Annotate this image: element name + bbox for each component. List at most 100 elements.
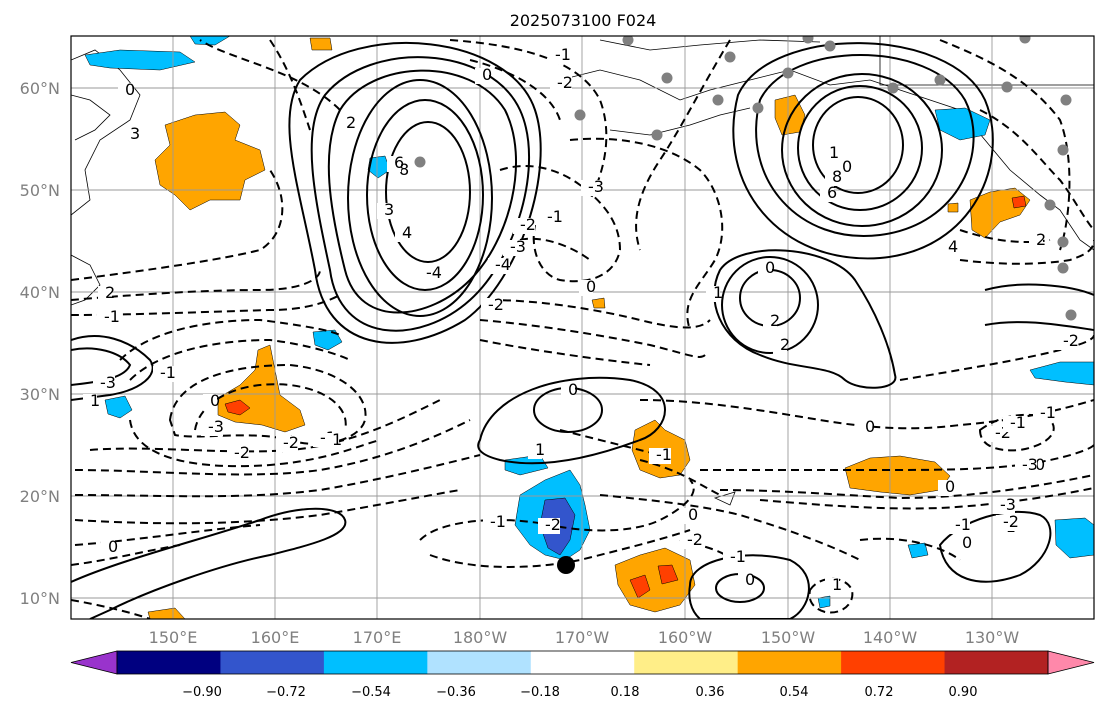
contour-label: 3 <box>130 124 140 143</box>
lon-label: 150°E <box>149 628 198 647</box>
contour-label: 0 <box>765 258 775 277</box>
contour-label: -3 <box>510 237 526 256</box>
contour-label: 0 <box>210 391 220 410</box>
contour-label-bg <box>825 170 839 186</box>
contour-label-bg <box>488 258 510 274</box>
contour-label: -3 <box>1000 495 1016 514</box>
contour-label-bg <box>201 420 223 436</box>
contour-label: 2 <box>105 283 115 302</box>
contour-label: -2 <box>234 443 250 462</box>
contour-label: 2 <box>770 311 780 330</box>
contour-label: -1 <box>955 515 971 534</box>
contour-label: 0 <box>108 537 118 556</box>
contour-label-bg <box>1029 233 1043 249</box>
contour-label: 2 <box>346 113 356 132</box>
lon-label: 160°W <box>658 628 713 647</box>
lon-label: 160°E <box>251 628 300 647</box>
contour-label-bg <box>339 116 353 132</box>
contour-label-bg <box>513 218 535 234</box>
contour-label-bg <box>649 448 671 464</box>
lat-label: 50°N <box>20 181 60 200</box>
contour-label-bg <box>276 436 298 452</box>
colorbar-swatch <box>944 651 1049 674</box>
contour-label: 6 <box>394 153 404 172</box>
lat-label: 20°N <box>20 487 60 506</box>
map-title: 2025073100 F024 <box>510 11 657 30</box>
contour-label: -1 <box>1040 403 1056 422</box>
contour-label: -2 <box>545 515 561 534</box>
contour-label: 0 <box>125 80 135 99</box>
contour-label-bg <box>938 480 952 496</box>
lon-label: 180°W <box>453 628 508 647</box>
colorbar-swatch <box>427 651 532 674</box>
colorbar-tick-label: 0.18 <box>611 685 640 700</box>
colorbar-swatch <box>634 651 739 674</box>
colorbar-tick-label: −0.36 <box>436 685 476 700</box>
contour-label: -1 <box>490 512 506 531</box>
lon-axis: 150°E 160°E 170°E 180°W 170°W 160°W 150°… <box>149 628 1020 647</box>
colorbar-swatch <box>737 651 842 674</box>
contour-label: -1 <box>160 363 176 382</box>
contour-label: -3 <box>1022 455 1038 474</box>
contour-label-bg <box>475 68 489 84</box>
contour-label: 1 <box>90 391 100 410</box>
contour-label-bg <box>1033 406 1055 422</box>
contour-label: 2 <box>780 335 790 354</box>
lat-axis: 60°N 50°N 40°N 30°N 20°N 10°N <box>20 79 60 608</box>
colorbar-swatch <box>220 651 325 674</box>
contour-label: 0 <box>688 505 698 524</box>
contour-label-bg <box>1015 458 1037 474</box>
contour-label-bg <box>481 298 503 314</box>
contour-label: 8 <box>399 160 409 179</box>
contour-label: -1 <box>104 307 120 326</box>
contour-label-bg <box>325 433 339 449</box>
contour-label-bg <box>948 518 970 534</box>
contour-label-bg <box>825 578 839 594</box>
map-panel: 02-1-3-2-130-3-21-1-2864320-4-3-2-10-2-4… <box>71 36 1094 619</box>
contour-label: -2 <box>557 73 573 92</box>
colorbar-tick-label: −0.72 <box>266 685 306 700</box>
contour-label-bg <box>738 573 752 589</box>
contour-label: -4 <box>495 255 511 274</box>
contour-label-bg <box>83 394 97 410</box>
contour-label: -3 <box>100 373 116 392</box>
contour-label: 0 <box>586 277 596 296</box>
contour-label-bg <box>763 314 777 330</box>
colorbar-tick-label: 0.54 <box>780 685 809 700</box>
contour-label: 1 <box>535 440 545 459</box>
contour-label: -2 <box>283 433 299 452</box>
colorbar-tick-label: −0.18 <box>520 685 560 700</box>
contour-label: 8 <box>832 167 842 186</box>
contour-label-bg <box>153 366 175 382</box>
contour-label-bg <box>996 515 1018 531</box>
lon-label: 140°W <box>863 628 918 647</box>
contour-label: -2 <box>1003 512 1019 531</box>
contour-label: 0 <box>945 477 955 496</box>
contour-label-bg <box>561 383 575 399</box>
colorbar-swatch <box>841 651 946 674</box>
contour-label-bg <box>503 240 525 256</box>
contour-label: -3 <box>588 177 604 196</box>
contour-label: 0 <box>865 417 875 436</box>
contour-label: -1 <box>730 547 746 566</box>
contour-label: 0 <box>568 380 578 399</box>
contour-label-bg <box>203 394 217 410</box>
contour-label-bg <box>540 210 562 226</box>
contour-label: -2 <box>1063 331 1079 350</box>
map-frame <box>70 35 1095 620</box>
contour-label: -2 <box>687 530 703 549</box>
contour-label-bg <box>483 515 505 531</box>
contour-label: 0 <box>745 570 755 589</box>
contour-label: -1 <box>555 45 571 64</box>
contour-label: -1 <box>547 207 563 226</box>
contour-label: -4 <box>426 263 442 282</box>
lat-label: 10°N <box>20 589 60 608</box>
lon-label: 170°W <box>555 628 610 647</box>
contour-label-bg <box>723 550 745 566</box>
contour-label-bg <box>419 266 441 282</box>
contour-label-bg <box>820 186 834 202</box>
contour-label-bg <box>550 76 572 92</box>
contour-label: -2 <box>488 295 504 314</box>
lat-label: 30°N <box>20 385 60 404</box>
